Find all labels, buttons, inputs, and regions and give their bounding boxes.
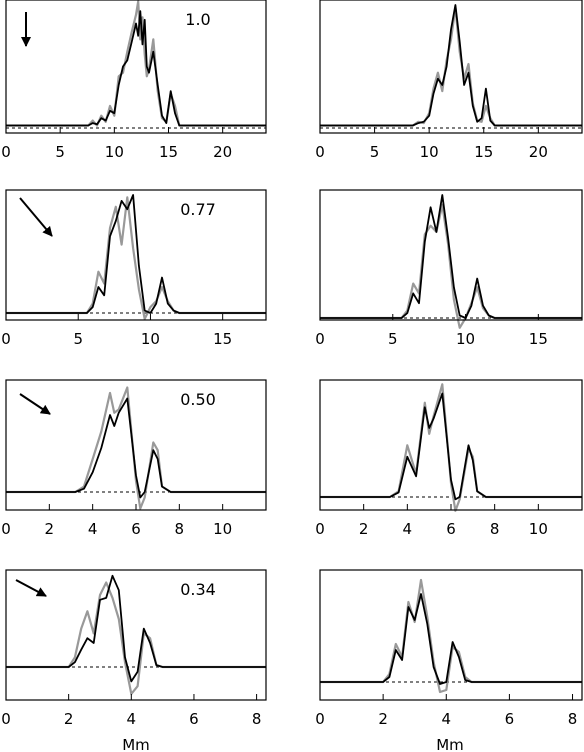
x-tick-label: 2 xyxy=(45,520,55,538)
x-tick-label: 6 xyxy=(505,710,515,728)
panel-1: 0 5 10 15 20 1.0 xyxy=(1,0,267,161)
x-tick-label: 8 xyxy=(490,520,500,538)
panel-frame xyxy=(5,379,267,511)
x-tick-label: 2 xyxy=(64,710,74,728)
x-tick-label: 8 xyxy=(175,520,185,538)
x-tick-label: 10 xyxy=(213,520,232,538)
x-tick-label: 0 xyxy=(315,710,325,728)
direction-arrow-icon xyxy=(19,197,53,237)
x-tick-label: 0 xyxy=(315,143,325,161)
x-tick-label: 15 xyxy=(213,330,232,348)
panel-3: 0 5 10 15 0.77 xyxy=(1,189,267,348)
x-tick-label: 5 xyxy=(388,330,398,348)
panel-5: 0 2 4 6 8 10 0.50 xyxy=(1,379,267,538)
series-line-black xyxy=(6,10,266,127)
x-tick-label: 4 xyxy=(88,520,98,538)
series-line-black xyxy=(320,194,582,319)
panel-frame xyxy=(5,0,267,134)
x-axis-label: Mm xyxy=(122,736,150,752)
panel-annotation: 0.50 xyxy=(180,390,216,409)
x-tick-label: 15 xyxy=(474,143,493,161)
x-tick-label: 2 xyxy=(359,520,369,538)
x-tick-label: 0 xyxy=(1,520,11,538)
x-tick-label: 6 xyxy=(189,710,199,728)
series-line-gray xyxy=(320,383,582,512)
panel-frame xyxy=(319,0,583,134)
x-tick-label: 10 xyxy=(105,143,124,161)
x-tick-label: 0 xyxy=(1,143,11,161)
series-line-black xyxy=(6,194,266,314)
x-axis-label: Mm xyxy=(436,736,464,752)
panel-annotation: 0.77 xyxy=(180,200,216,219)
x-tick-label: 15 xyxy=(529,330,548,348)
panel-6: 0 2 4 6 8 10 xyxy=(315,379,583,538)
panel-4: 0 5 10 15 xyxy=(315,189,583,348)
x-tick-label: 4 xyxy=(127,710,137,728)
panel-frame xyxy=(5,569,267,701)
x-tick-label: 8 xyxy=(568,710,578,728)
series-line-black xyxy=(320,593,582,685)
x-tick-label: 6 xyxy=(446,520,456,538)
panel-annotation: 0.34 xyxy=(180,580,216,599)
panel-frame xyxy=(319,379,583,511)
panel-frame xyxy=(319,189,583,321)
x-tick-label: 2 xyxy=(378,710,388,728)
x-tick-label: 5 xyxy=(55,143,65,161)
x-tick-label: 5 xyxy=(370,143,380,161)
series-line-gray xyxy=(6,196,266,320)
series-line-gray xyxy=(6,0,266,127)
panel-7: 0 2 4 6 8 0.34 xyxy=(1,569,267,728)
x-tick-label: 15 xyxy=(159,143,178,161)
panel-frame xyxy=(5,189,267,321)
series-line-gray xyxy=(320,578,582,694)
series-line-black xyxy=(320,392,582,501)
x-tick-label: 10 xyxy=(420,143,439,161)
x-tick-label: 4 xyxy=(441,710,451,728)
series-line-gray xyxy=(6,386,266,510)
x-tick-label: 0 xyxy=(315,520,325,538)
x-tick-label: 10 xyxy=(456,330,475,348)
x-tick-label: 0 xyxy=(1,330,11,348)
panel-annotation: 1.0 xyxy=(185,10,210,29)
series-line-gray xyxy=(6,581,266,696)
panel-frame xyxy=(319,569,583,701)
direction-arrow-icon xyxy=(15,579,47,597)
x-tick-label: 8 xyxy=(252,710,262,728)
x-tick-label: 0 xyxy=(315,330,325,348)
direction-arrow-icon xyxy=(19,393,51,415)
x-tick-label: 4 xyxy=(403,520,413,538)
x-tick-label: 20 xyxy=(213,143,232,161)
panel-8: 0 2 4 6 8 xyxy=(315,569,583,728)
x-tick-label: 10 xyxy=(529,520,548,538)
series-line-black xyxy=(320,4,582,127)
x-tick-label: 20 xyxy=(529,143,548,161)
series-line-black xyxy=(6,574,266,683)
x-tick-label: 0 xyxy=(1,710,11,728)
x-tick-label: 5 xyxy=(73,330,83,348)
panel-2: 0 5 10 15 20 xyxy=(315,0,583,161)
x-tick-label: 6 xyxy=(131,520,141,538)
x-tick-label: 10 xyxy=(141,330,160,348)
series-line-black xyxy=(6,397,266,499)
